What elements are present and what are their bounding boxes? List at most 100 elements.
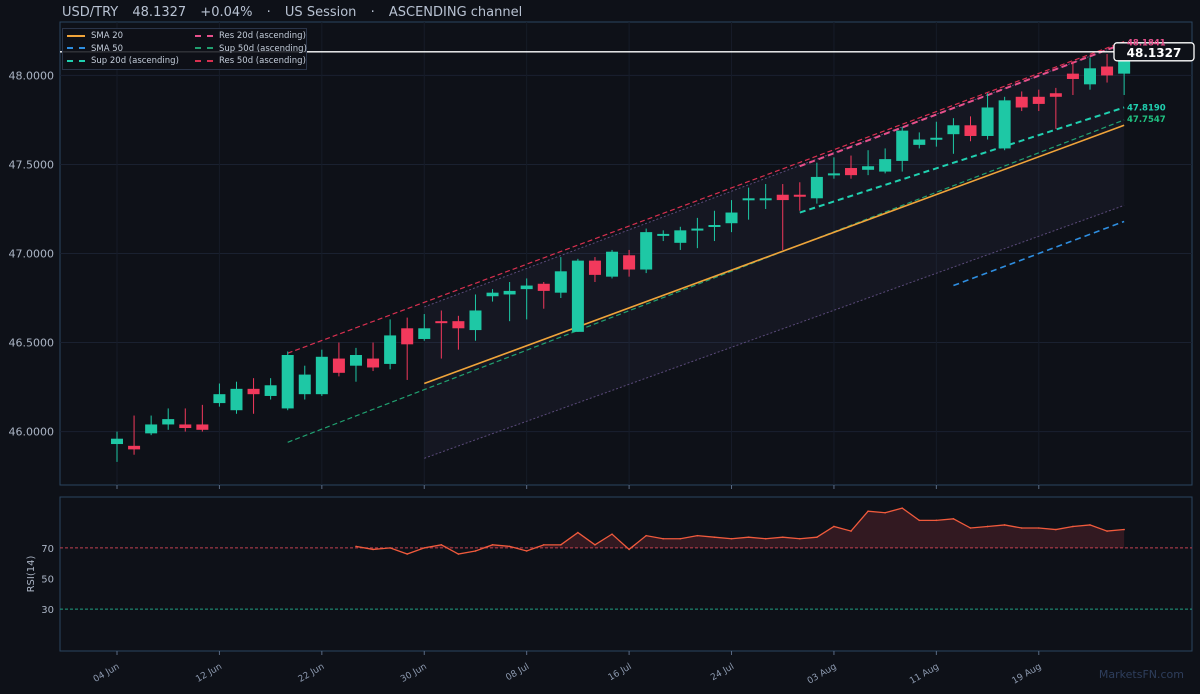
candle-body bbox=[1066, 73, 1079, 79]
rsi-point bbox=[542, 544, 545, 546]
candle-body bbox=[1083, 68, 1096, 85]
rsi-point bbox=[645, 534, 647, 537]
rsi-point bbox=[611, 533, 613, 535]
candle-body bbox=[554, 271, 567, 293]
rsi-point bbox=[816, 536, 818, 538]
rsi-point bbox=[1072, 525, 1074, 528]
candle-body bbox=[298, 374, 311, 395]
candle-body bbox=[401, 328, 414, 345]
legend-item: Res 50d (ascending) bbox=[195, 55, 306, 67]
x-tick-label: 08 Jul bbox=[504, 662, 531, 683]
pattern-label: ASCENDING channel bbox=[388, 5, 523, 20]
candle-body bbox=[145, 424, 158, 434]
candle-body bbox=[623, 255, 636, 270]
candle-body bbox=[964, 125, 977, 136]
candle-body bbox=[742, 198, 755, 201]
legend-swatch bbox=[67, 34, 85, 37]
y-tick-label: 48.0000 bbox=[9, 69, 55, 82]
rsi-point bbox=[867, 510, 869, 512]
title-separator: · bbox=[266, 5, 271, 20]
candle-body bbox=[998, 100, 1011, 149]
candle-body bbox=[196, 424, 209, 430]
rsi-point bbox=[850, 530, 852, 532]
candle-body bbox=[981, 107, 994, 136]
legend-item: Res 20d (ascending) bbox=[195, 30, 306, 42]
rsi-point bbox=[833, 525, 835, 528]
rsi-point bbox=[935, 519, 938, 522]
candle-body bbox=[264, 385, 277, 396]
rsi-tick-label: 30 bbox=[41, 605, 54, 616]
rsi-point bbox=[799, 537, 801, 540]
candle-body bbox=[179, 424, 192, 429]
candle-body bbox=[1032, 96, 1045, 104]
res50-line bbox=[287, 41, 1125, 354]
legend-item: Sup 20d (ascending) bbox=[67, 55, 179, 67]
rsi-axis-label: RSI(14) bbox=[26, 556, 37, 593]
legend-item: SMA 50 bbox=[67, 43, 123, 55]
candle-body bbox=[913, 139, 926, 145]
candle-body bbox=[230, 388, 243, 411]
candle-body bbox=[367, 358, 380, 368]
candle-body bbox=[896, 130, 909, 161]
candle-body bbox=[384, 335, 397, 364]
sup20-line bbox=[799, 106, 1125, 214]
sup50-line bbox=[287, 119, 1125, 443]
rsi-point bbox=[884, 511, 886, 514]
rsi-point bbox=[1055, 528, 1057, 531]
last-price-tag: 48.1327 bbox=[1127, 46, 1182, 60]
candle-body bbox=[247, 388, 260, 395]
rsi-point bbox=[406, 553, 408, 555]
rsi-point bbox=[969, 527, 972, 529]
rsi-point bbox=[679, 537, 682, 540]
bollinger-lower bbox=[424, 204, 1125, 459]
title-separator: · bbox=[370, 5, 375, 20]
price-tag: 48.1841 bbox=[1127, 39, 1166, 49]
watermark: MarketsFN.com bbox=[1098, 668, 1184, 681]
candle-body bbox=[537, 283, 550, 291]
last-price-box bbox=[1113, 42, 1195, 62]
rsi-tick-label: 50 bbox=[41, 575, 54, 586]
legend-swatch bbox=[195, 47, 213, 49]
candle-body bbox=[1015, 96, 1028, 108]
legend-swatch bbox=[195, 34, 213, 37]
legend-label: Res 20d (ascending) bbox=[219, 31, 306, 41]
rsi-point bbox=[952, 518, 955, 520]
y-tick-label: 47.0000 bbox=[9, 248, 55, 261]
legend-item: SMA 20 bbox=[67, 30, 123, 42]
rsi-point bbox=[986, 525, 989, 528]
x-tick-label: 24 Jul bbox=[709, 662, 736, 683]
candle-body bbox=[418, 328, 431, 339]
legend-swatch bbox=[195, 59, 213, 62]
candle-body bbox=[862, 166, 875, 170]
x-tick-label: 19 Aug bbox=[1011, 662, 1044, 687]
price-label: 48.1327 bbox=[132, 5, 187, 20]
rsi-point bbox=[628, 548, 630, 551]
rsi-point bbox=[1020, 527, 1023, 529]
candle-body bbox=[588, 260, 601, 275]
rsi-point bbox=[713, 536, 716, 538]
rsi-point bbox=[423, 547, 426, 549]
x-tick-label: 04 Jun bbox=[92, 662, 122, 685]
legend-swatch bbox=[67, 47, 85, 49]
legend-swatch bbox=[67, 59, 85, 62]
candle-body bbox=[759, 198, 772, 201]
y-tick-label: 46.0000 bbox=[9, 426, 55, 439]
candle-body bbox=[315, 356, 328, 395]
candle-body bbox=[640, 232, 653, 270]
rsi-point bbox=[1089, 524, 1091, 526]
candle-body bbox=[486, 292, 499, 297]
candle-body bbox=[1101, 66, 1114, 76]
legend-label: Res 50d (ascending) bbox=[219, 56, 306, 66]
y-tick-label: 47.5000 bbox=[9, 158, 55, 171]
rsi-point bbox=[508, 545, 511, 548]
session-label: US Session bbox=[284, 5, 357, 20]
rsi-overbought-fill bbox=[355, 508, 1125, 548]
candle-body bbox=[503, 290, 516, 295]
rsi-point bbox=[764, 537, 767, 540]
candle-body bbox=[571, 260, 584, 332]
rsi-point bbox=[457, 553, 460, 555]
legend-label: Sup 50d (ascending) bbox=[219, 43, 307, 54]
rsi-point bbox=[662, 537, 665, 540]
